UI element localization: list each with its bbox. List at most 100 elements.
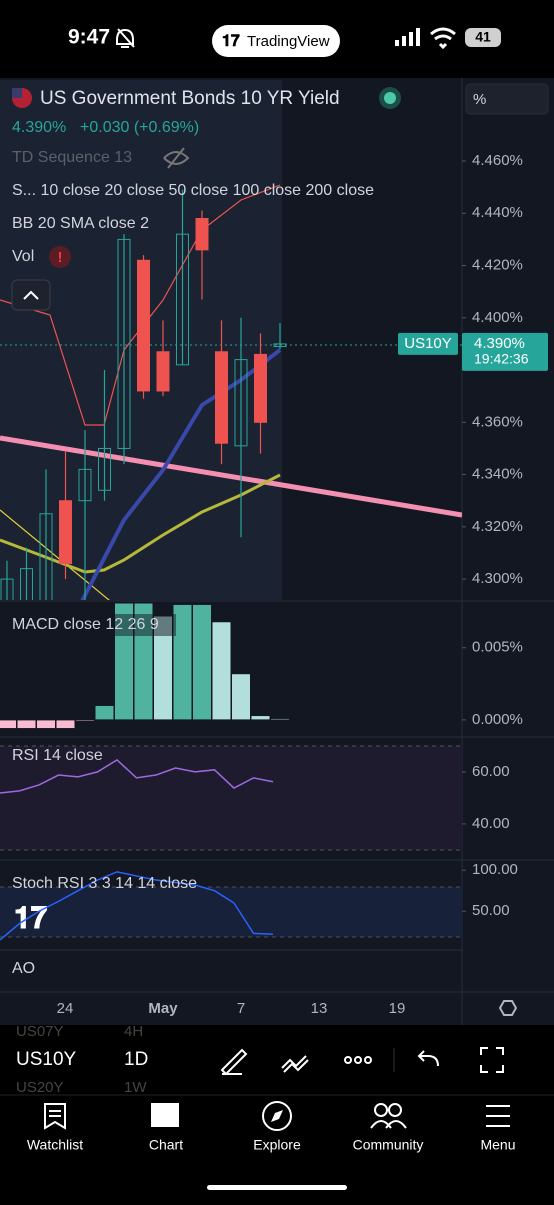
symbol-name[interactable]: US Government Bonds 10 YR Yield (40, 88, 340, 109)
y-tick-label: 60.00 (472, 763, 510, 780)
x-tick-label: 19 (389, 1000, 406, 1017)
macd-bar (231, 673, 251, 721)
hidden-icon[interactable] (163, 147, 190, 169)
last-price: 4.390% (12, 119, 66, 136)
interval-option[interactable]: 1W (124, 1079, 147, 1096)
rsi-band (0, 746, 462, 850)
fullscreen-icon[interactable] (480, 1047, 504, 1073)
community-icon[interactable] (370, 1103, 407, 1129)
collapse-button[interactable] (11, 279, 51, 311)
macd-bar (94, 704, 115, 721)
warning-icon (49, 246, 71, 268)
ma-10 (0, 509, 110, 600)
y-tick-label: 4.400% (472, 309, 523, 326)
macd-bar (211, 621, 232, 721)
tv-logo: 𝟏𝟕 (222, 33, 240, 50)
panel-title: MACD close 12 26 9 (12, 616, 159, 633)
app-pill (212, 25, 340, 57)
draw-icon[interactable] (220, 1048, 248, 1076)
tab-label[interactable]: Explore (253, 1137, 301, 1153)
ma-200 (0, 435, 462, 518)
y-tick-label: 100.00 (472, 861, 518, 878)
tab-label[interactable]: Watchlist (27, 1137, 83, 1153)
menu-icon[interactable] (486, 1105, 510, 1127)
y-tick-label: 4.440% (472, 204, 523, 221)
battery-level: 41 (475, 29, 491, 45)
flag-canton (12, 88, 22, 98)
indicator-label[interactable]: S... 10 close 20 close 50 close 100 clos… (12, 182, 374, 199)
scale-button[interactable] (465, 83, 549, 115)
signal-icon (395, 28, 420, 46)
x-tick-label: 24 (57, 1000, 74, 1017)
explore-needle (271, 1110, 283, 1122)
panel-title: RSI 14 close (12, 747, 103, 764)
candle-body (39, 513, 53, 600)
clock: 9:47 (68, 26, 110, 49)
y-tick-label: 4.320% (472, 518, 523, 535)
warning-mark: ! (58, 249, 63, 266)
watchlist-icon[interactable] (44, 1103, 66, 1130)
indicator-label[interactable]: Vol (12, 248, 34, 265)
ao-label[interactable]: AO (12, 960, 35, 977)
chart-icon[interactable] (151, 1103, 179, 1127)
price-tag (398, 332, 458, 355)
collapse-icon (23, 290, 39, 300)
explore-icon[interactable] (262, 1101, 292, 1131)
price-axis-tag (462, 332, 548, 371)
indicator-line (0, 759, 274, 794)
candles (0, 189, 287, 600)
x-tick-label: 7 (237, 1000, 245, 1017)
panel-title-bg (114, 614, 176, 636)
macd-bar (75, 719, 95, 722)
indicator-label[interactable]: TD Sequence 13 (12, 149, 132, 166)
x-tick-label: May (148, 1000, 178, 1017)
interval-selected[interactable]: 1D (124, 1049, 148, 1070)
y-tick-label: 4.340% (472, 466, 523, 483)
countdown: 19:42:36 (474, 351, 529, 367)
symbol-option[interactable]: US20Y (16, 1079, 64, 1096)
tab-label[interactable]: Community (353, 1137, 424, 1153)
macd-bar (250, 715, 271, 721)
watermark: 𝟏𝟕 (14, 902, 48, 935)
price-change: +0.030 (+0.69%) (80, 119, 199, 136)
macd-bar (270, 717, 290, 721)
y-tick-label: 0.000% (472, 711, 523, 728)
candle-body (78, 468, 92, 502)
y-tick-label: 4.360% (472, 413, 523, 430)
y-tick-label: 40.00 (472, 815, 510, 832)
tab-label[interactable]: Chart (149, 1137, 183, 1153)
candle-body (98, 447, 111, 491)
y-tick-label: 0.005% (472, 639, 523, 656)
tab-label[interactable]: Menu (480, 1137, 515, 1153)
candle-body (273, 343, 287, 348)
symbol-option[interactable]: US07Y (16, 1023, 64, 1040)
macd-bar (36, 719, 56, 730)
indicator-line (0, 871, 274, 941)
x-tick-label: 13 (311, 1000, 328, 1017)
interval-option[interactable]: 4H (124, 1023, 143, 1040)
candle-body (0, 578, 14, 600)
candle-body (20, 568, 33, 600)
candle-body (117, 238, 131, 449)
bell-icon (116, 28, 135, 48)
symbol-selected[interactable]: US10Y (16, 1049, 77, 1070)
y-tick-label: 4.420% (472, 256, 523, 273)
trend-icon[interactable] (281, 1055, 309, 1073)
macd-bar (0, 719, 17, 730)
settings-icon[interactable] (498, 1000, 518, 1016)
battery (465, 28, 501, 47)
stoch-band (0, 887, 462, 937)
panel-title: Stoch RSI 3 3 14 14 close (12, 875, 197, 892)
market-status-dot (384, 92, 396, 104)
y-tick-label: 50.00 (472, 902, 510, 919)
y-tick-label: 4.460% (472, 152, 523, 169)
indicator-label[interactable]: BB 20 SMA close 2 (12, 215, 149, 232)
candle-body (254, 353, 267, 423)
undo-icon[interactable] (417, 1050, 439, 1067)
wifi-icon (430, 27, 456, 50)
more-icon[interactable] (344, 1056, 372, 1064)
candle-body (137, 259, 150, 392)
candle-body (215, 351, 228, 444)
